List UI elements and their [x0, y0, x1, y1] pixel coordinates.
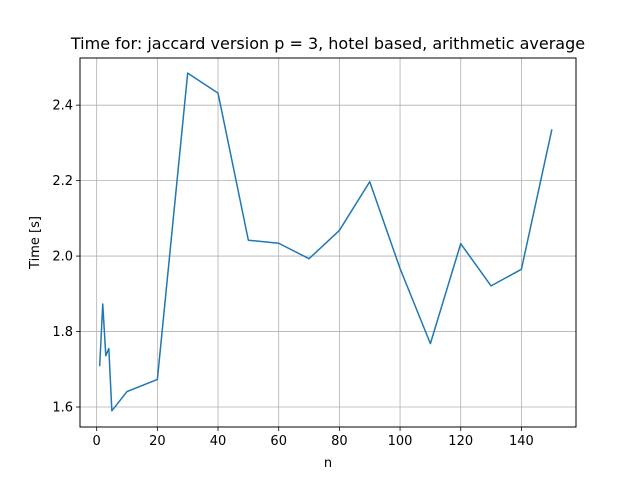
- data-point: [369, 181, 371, 183]
- data-point: [217, 92, 219, 94]
- x-tick-label: 60: [270, 434, 287, 449]
- data-point: [126, 391, 128, 393]
- data-point: [105, 355, 107, 357]
- x-tick-label: 100: [388, 434, 413, 449]
- x-tick-label: 80: [331, 434, 348, 449]
- y-tick-label: 1.8: [52, 325, 73, 340]
- y-tick-label: 2.2: [52, 174, 73, 189]
- x-tick-label: 0: [93, 434, 101, 449]
- y-axis-label: Time [s]: [28, 216, 43, 270]
- y-tick-label: 1.6: [52, 401, 73, 416]
- y-axis: 1.6 1.8 2.0 2.2 2.4: [52, 99, 80, 416]
- data-point: [520, 268, 522, 270]
- series-line: [98, 72, 553, 412]
- data-point: [99, 365, 101, 367]
- x-tick-label: 40: [210, 434, 227, 449]
- data-point: [108, 348, 110, 350]
- chart-title: Time for: jaccard version p = 3, hotel b…: [70, 34, 585, 53]
- data-point: [551, 129, 553, 131]
- data-point: [111, 410, 113, 412]
- x-tick-label: 140: [509, 434, 534, 449]
- data-point: [460, 243, 462, 245]
- data-point: [429, 343, 431, 345]
- data-point: [187, 72, 189, 74]
- data-point: [278, 242, 280, 244]
- x-axis-label: n: [324, 456, 332, 471]
- x-axis: 0 20 40 60 80 100 120 140: [93, 427, 534, 449]
- data-point: [247, 239, 249, 241]
- plot-frame: [79, 57, 577, 428]
- data-point: [156, 378, 158, 380]
- grid: [80, 58, 576, 427]
- data-point: [399, 268, 401, 270]
- x-tick-label: 20: [149, 434, 166, 449]
- y-tick-label: 2.4: [52, 99, 73, 114]
- series-group: [98, 72, 553, 412]
- data-point: [338, 229, 340, 231]
- x-tick-label: 120: [448, 434, 473, 449]
- y-tick-label: 2.0: [52, 250, 73, 265]
- data-point: [308, 258, 310, 260]
- data-point: [490, 285, 492, 287]
- data-point: [102, 303, 104, 305]
